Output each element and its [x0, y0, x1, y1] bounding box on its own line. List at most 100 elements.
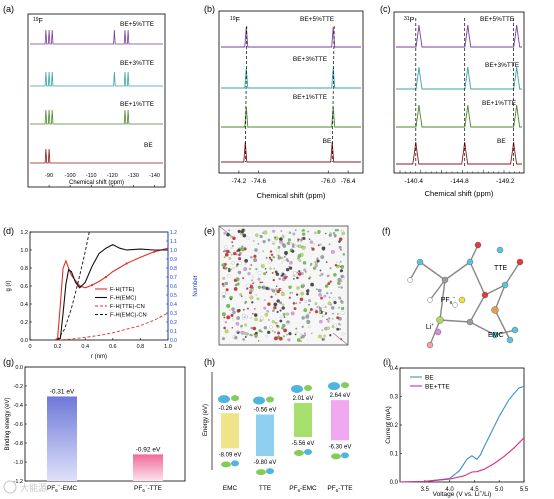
md-atom: [241, 245, 244, 248]
md-atom: [338, 245, 342, 249]
ytick-label-d-1: 0.2: [20, 320, 28, 326]
homo-label-h-1: -9.80 eV: [254, 460, 277, 466]
series-label-c-3: BE: [497, 138, 506, 145]
y2tick-label-d-12: 1.2: [170, 230, 177, 236]
md-atom: [279, 315, 283, 318]
category-label-h-3: PF6-TTE: [327, 485, 353, 493]
md-atom: [336, 327, 340, 331]
md-atom: [224, 329, 229, 334]
md-atom: [231, 245, 234, 247]
spectrum-line-c-1: [396, 66, 522, 90]
xlabel-a: Chemical shift (ppm): [69, 180, 124, 186]
ytick-label-g-6: -1.2: [14, 479, 23, 485]
md-atom: [332, 312, 334, 315]
md-atom: [302, 236, 306, 241]
md-atom: [309, 240, 314, 244]
md-atom: [265, 286, 269, 291]
md-atom: [240, 247, 245, 252]
md-atom: [250, 256, 253, 259]
md-atom: [229, 235, 233, 238]
ytick-label-d-3: 0.6: [20, 284, 28, 290]
md-atom: [279, 309, 282, 312]
md-atom: [308, 299, 312, 302]
md-atom: [240, 331, 242, 334]
xlabel-c: Chemical shift (ppm): [425, 189, 494, 198]
md-atom: [262, 240, 266, 244]
panel-b-letter: (b): [204, 4, 215, 14]
md-atom: [301, 326, 304, 328]
ytick-label-i-2: 0.2: [390, 423, 399, 429]
md-atom: [331, 318, 334, 320]
xtick-label-d-2: 0.4: [81, 344, 89, 350]
md-atom: [319, 274, 321, 277]
md-atom: [308, 276, 312, 279]
orbital-blob-h: [253, 396, 265, 405]
panel-e-letter: (e): [204, 226, 215, 236]
orbital-blob-h: [304, 384, 312, 391]
ytick-label-d-0: 0.0: [20, 338, 28, 344]
md-atom: [331, 325, 335, 328]
md-atom: [306, 319, 309, 322]
y2tick-label-d-0: 0.0: [170, 338, 177, 344]
y2tick-label-d-1: 0.1: [170, 329, 177, 335]
spectrum-line-b-1: [221, 67, 361, 89]
md-atom: [268, 256, 272, 259]
cluster-bond: [439, 279, 446, 321]
orbital-blob-h: [256, 469, 266, 476]
md-atom: [338, 240, 341, 243]
md-atom: [314, 231, 317, 235]
legend-label-d-2: F-H(TTE)-CN: [110, 304, 145, 310]
md-atom: [226, 232, 230, 237]
md-atom: [291, 292, 293, 294]
series-label-c-1: BE+3%TTE: [485, 62, 520, 69]
md-atom: [300, 238, 303, 242]
md-atom: [223, 232, 226, 235]
md-atom: [300, 291, 305, 296]
cluster-bond: [469, 261, 486, 296]
series-label-c-0: BE+5%TTE: [480, 16, 515, 23]
md-atom: [292, 302, 296, 305]
panel-a-letter: (a): [3, 4, 14, 14]
label-pf6: PF6−: [441, 296, 456, 306]
y2tick-label-d-10: 1.0: [170, 248, 177, 254]
xtick-label-i-1: 4.0: [445, 487, 454, 493]
md-atom: [223, 249, 227, 253]
series-line-i-1: [399, 437, 525, 483]
tick-label-a-1: -100: [65, 173, 76, 179]
md-atom: [272, 255, 275, 259]
cluster-atom: [501, 281, 509, 289]
md-atom: [267, 330, 271, 335]
md-atom: [230, 253, 233, 256]
series-label-b-3: BE: [323, 138, 332, 145]
md-atom: [320, 255, 325, 259]
md-atom: [279, 301, 283, 305]
md-atom: [332, 232, 336, 235]
md-atom: [319, 243, 322, 246]
md-atom: [249, 267, 251, 270]
panel-d-frame: [29, 231, 169, 341]
md-atom: [279, 319, 283, 323]
legend-label-d-0: F-H(TTE): [110, 287, 135, 293]
series-line-d-3: [57, 231, 90, 341]
cluster-bond: [444, 261, 471, 281]
series-label-b-0: BE+5%TTE: [300, 16, 335, 23]
md-atom: [285, 258, 289, 261]
md-atom: [317, 288, 322, 293]
md-atom: [341, 332, 345, 336]
md-atom: [311, 247, 315, 251]
md-atom: [229, 298, 233, 301]
md-atom: [310, 282, 315, 287]
md-atom: [339, 269, 344, 273]
tick-label-b-3: -76.4: [341, 178, 356, 185]
md-atom: [225, 288, 229, 292]
watermark: 大能源: [3, 480, 47, 494]
panel-a-nucleus: 19F: [33, 17, 43, 25]
md-atom: [237, 308, 241, 312]
gap-bar-h-1: [256, 414, 274, 457]
md-atom: [255, 233, 259, 237]
md-atom: [232, 236, 236, 241]
md-atom: [295, 331, 298, 334]
gap-bar-h-3: [331, 400, 349, 441]
category-label-h-1: TTE: [259, 485, 272, 492]
